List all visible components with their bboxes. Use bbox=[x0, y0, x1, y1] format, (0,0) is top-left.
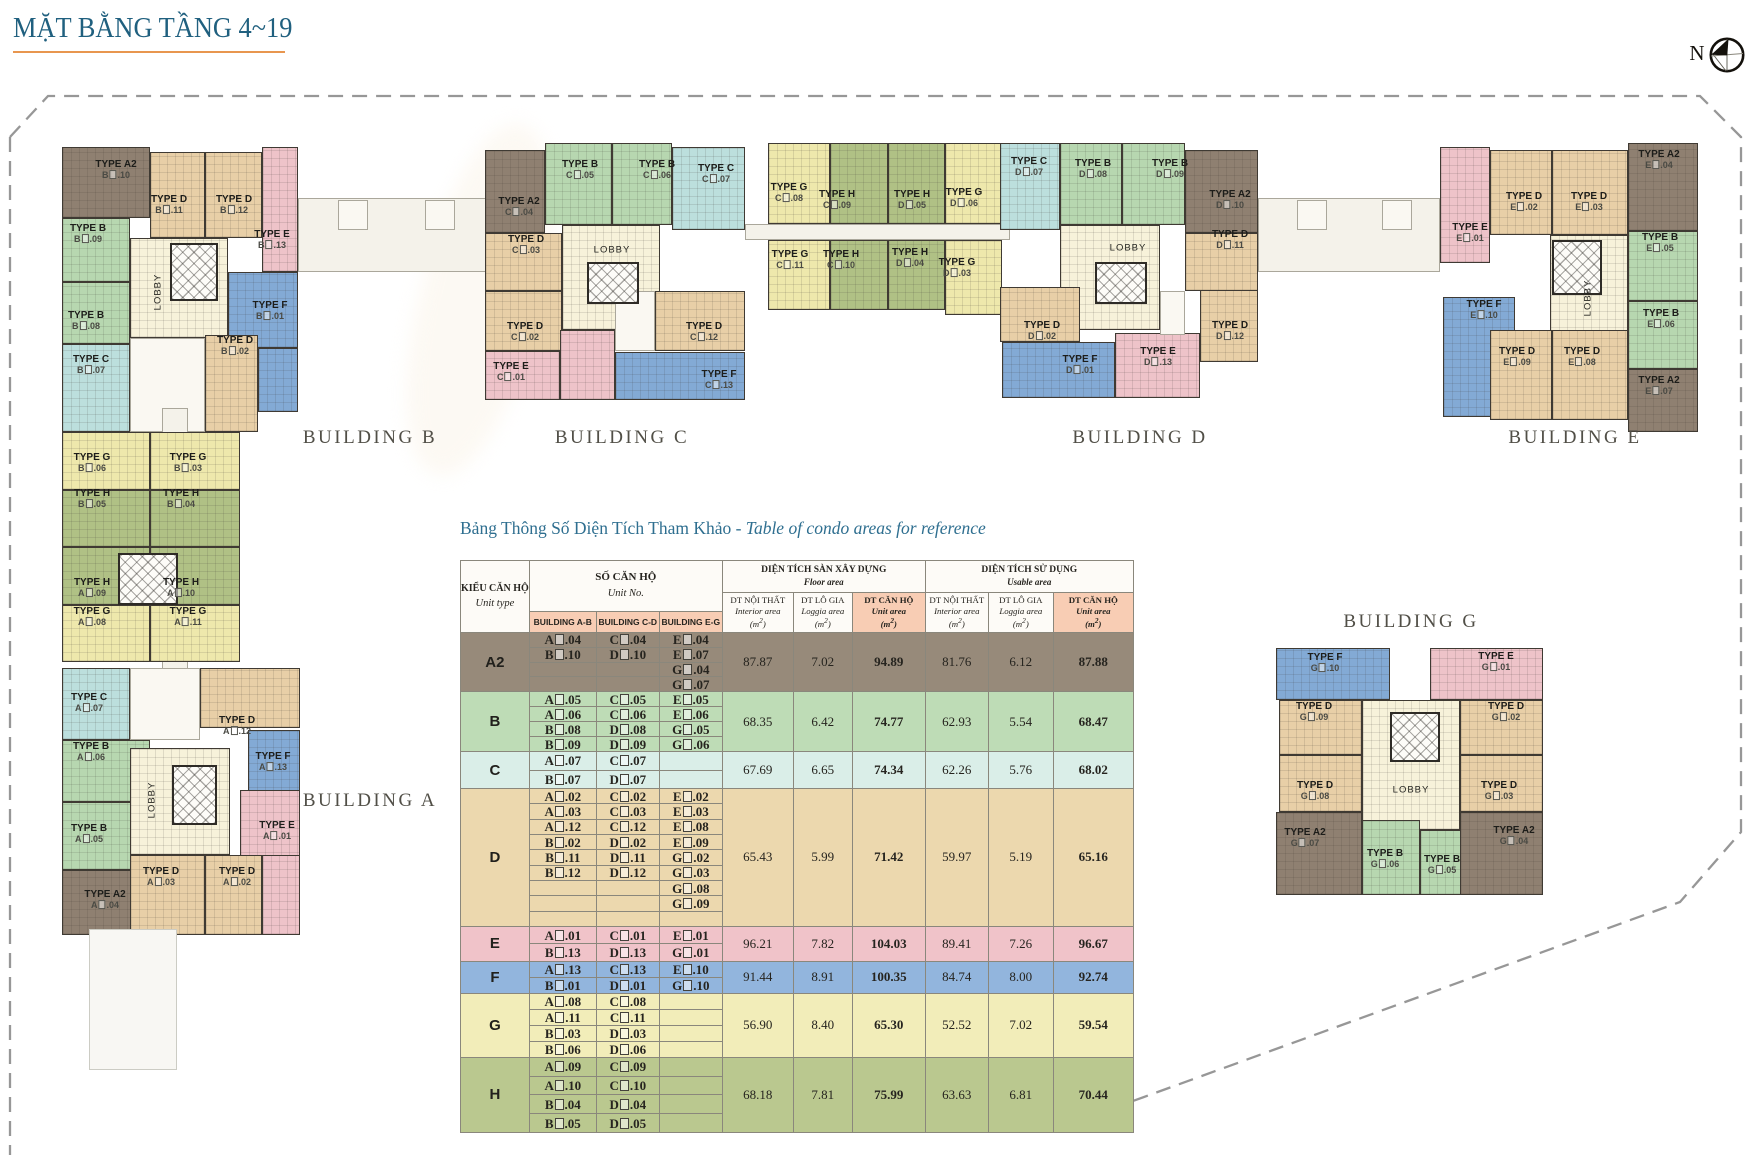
svg-text:N: N bbox=[1689, 41, 1704, 65]
